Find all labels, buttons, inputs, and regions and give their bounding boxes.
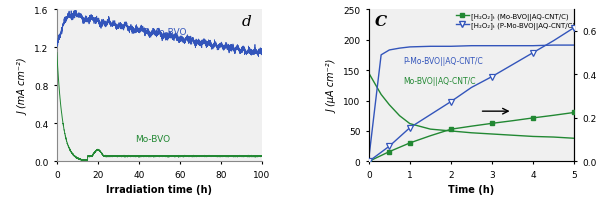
Text: Mo-BVO||AQ-CNT/C: Mo-BVO||AQ-CNT/C (404, 77, 476, 86)
Text: P-Mo-BVO: P-Mo-BVO (143, 28, 187, 37)
Y-axis label: J (μA cm⁻²): J (μA cm⁻²) (328, 59, 338, 112)
Text: Mo-BVO: Mo-BVO (135, 134, 170, 143)
Y-axis label: J (mA cm⁻²): J (mA cm⁻²) (19, 58, 29, 114)
Text: P-Mo-BVO||AQ-CNT/C: P-Mo-BVO||AQ-CNT/C (404, 57, 483, 66)
Text: d: d (242, 15, 252, 28)
X-axis label: Irradiation time (h): Irradiation time (h) (106, 184, 212, 194)
Text: C: C (375, 15, 387, 28)
X-axis label: Time (h): Time (h) (448, 184, 495, 194)
Legend: [H₂O₂]ₜ (Mo-BVO||AQ-CNT/C), [H₂O₂]ₜ (P-Mo-BVO||AQ-CNT/C): [H₂O₂]ₜ (Mo-BVO||AQ-CNT/C), [H₂O₂]ₜ (P-M… (456, 14, 575, 29)
